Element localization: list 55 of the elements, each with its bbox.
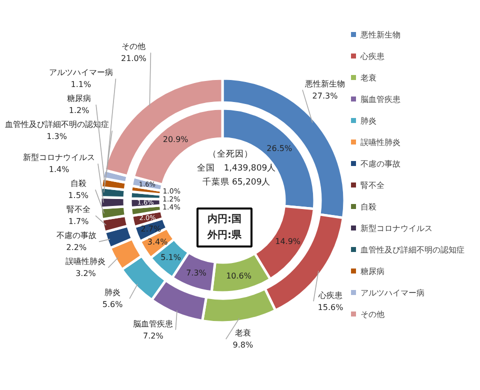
data-label: 1.2% (68, 106, 90, 116)
data-label: 26.5% (266, 144, 292, 154)
data-label: 2.2% (66, 243, 87, 252)
data-label: 10.6% (226, 271, 252, 280)
data-label: 1.1% (70, 80, 92, 90)
text: （全死因） (208, 148, 253, 160)
data-label: 2.7% (140, 224, 162, 234)
data-label: 14.9% (275, 236, 301, 246)
legend-label: 新型コロナウイルス (360, 223, 432, 233)
legend-label: アルツハイマー病 (360, 288, 424, 298)
legend-label: 心疾患 (360, 51, 384, 61)
data-label: 27.3% (312, 91, 338, 100)
legend-label: 脳血管疾患 (360, 94, 400, 104)
slice-label: 腎不全 (66, 205, 91, 214)
slice-label: 老衰 (234, 328, 251, 338)
slice-label: その他 (122, 42, 146, 52)
slice-label: 悪性新生物 (304, 79, 345, 88)
data-label: 15.6% (318, 302, 344, 312)
data-label: 1.3% (46, 132, 68, 142)
legend-label: その他 (360, 309, 384, 319)
text: 内円:国 (208, 213, 242, 225)
slice-label: 肺炎 (104, 288, 121, 298)
legend-label: 不慮の事故 (360, 158, 400, 168)
legend-label: 糖尿病 (360, 266, 384, 276)
slice-label: アルツハイマー病 (48, 68, 113, 78)
text: 全国 1,439,809人 (196, 162, 276, 174)
data-label: 3.2% (76, 269, 96, 278)
slice-label: 新型コロナウイルス (23, 153, 96, 162)
data-label: 1.4% (48, 165, 70, 174)
legend-label: 誤嚥性肺炎 (360, 137, 400, 147)
slice-label: 脳血管疾患 (133, 319, 174, 328)
slice-label: 誤嚥性肺炎 (66, 257, 106, 266)
legend-label: 悪性新生物 (360, 30, 400, 40)
text: 外円:県 (206, 229, 242, 241)
data-label: 7.3% (186, 268, 207, 278)
legend-label: 肺炎 (360, 116, 376, 126)
data-label: 5.1% (160, 253, 182, 262)
slice-label: 心疾患 (318, 290, 342, 300)
legend-label: 自殺 (360, 202, 376, 212)
data-label: 21.0% (120, 54, 147, 64)
data-label: 9.8% (232, 340, 254, 350)
legend-label: 老衰 (360, 72, 376, 82)
data-label: 20.9% (162, 134, 189, 144)
data-label: 3.4% (147, 237, 168, 246)
data-label: 1.7% (68, 217, 90, 226)
data-label: 5.6% (102, 300, 124, 310)
legend-label: 腎不全 (360, 180, 384, 190)
slice-label: 不慮の事故 (56, 231, 96, 240)
data-label: 7.2% (142, 331, 164, 340)
slice-label: 糖尿病 (67, 94, 92, 104)
slice-label: 血管性及び詳細不明の認知症 (4, 120, 109, 130)
legend-label: 血管性及び詳細不明の認知症 (360, 244, 464, 254)
data-label: 1.5% (68, 191, 89, 200)
text: 千葉県 65,209人 (202, 176, 271, 188)
slice-label: 自殺 (70, 179, 86, 188)
